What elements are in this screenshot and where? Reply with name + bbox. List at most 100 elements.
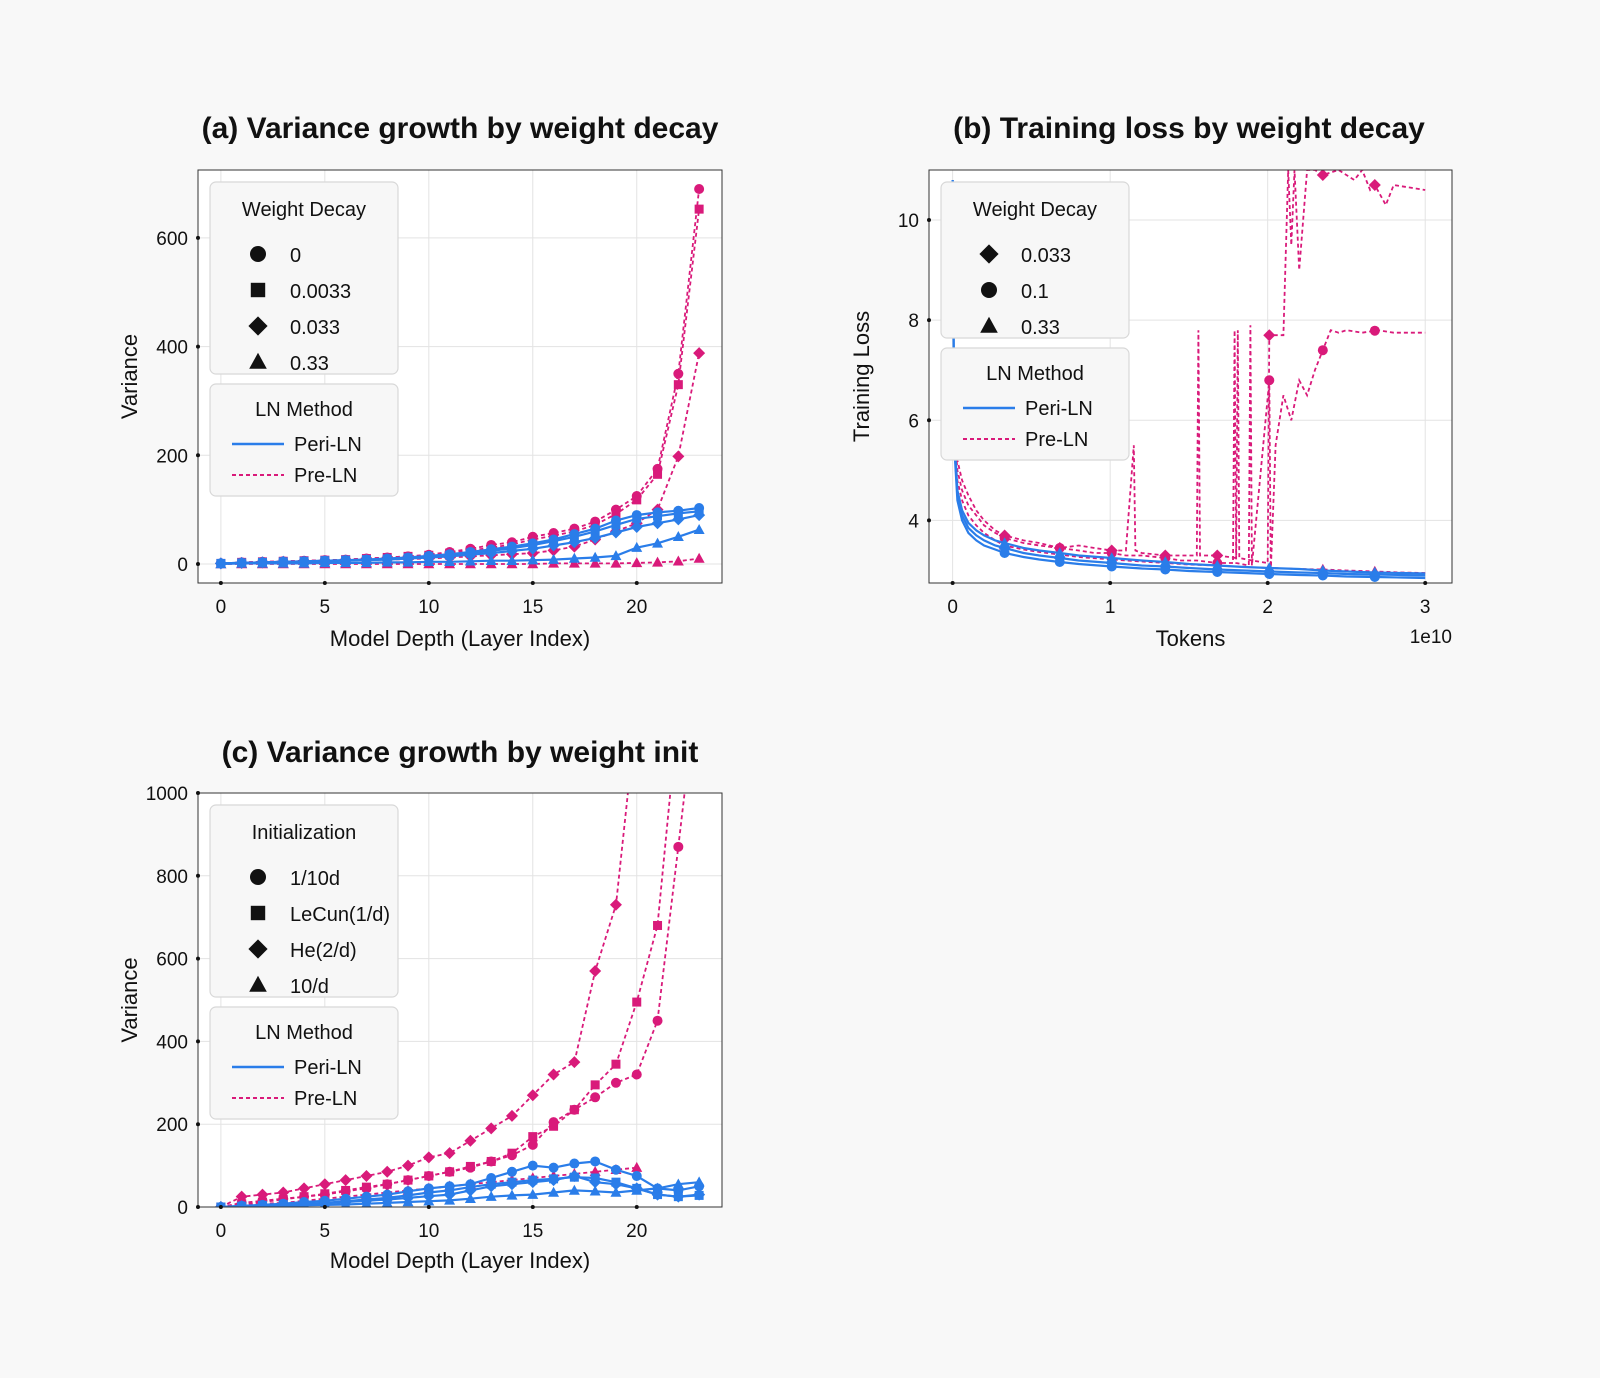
data-point-pre-diamond <box>526 1089 539 1102</box>
legend-marker-circle <box>250 246 266 262</box>
legend-marker-triangle <box>249 975 267 992</box>
y-tick-label: 4 <box>908 511 919 532</box>
data-point-peri-triangle <box>652 1182 664 1193</box>
y-tick-mark <box>196 791 200 795</box>
data-point-peri-triangle <box>999 537 1011 548</box>
data-point-peri-diamond <box>505 1178 518 1191</box>
data-point-pre-square <box>673 380 683 390</box>
data-point-peri-triangle <box>1369 566 1381 577</box>
data-point-peri-triangle <box>485 554 497 565</box>
y-tick-mark <box>927 318 931 323</box>
data-point-pre-diamond <box>672 450 685 463</box>
legend-marker-circle <box>250 869 266 885</box>
data-point-peri-triangle <box>589 551 601 562</box>
data-point-pre-circle <box>569 1104 580 1115</box>
data-point-pre-circle <box>548 1117 559 1128</box>
data-point-peri-diamond <box>651 517 664 530</box>
data-point-pre-circle <box>1264 375 1275 386</box>
data-point-peri-triangle <box>672 1178 684 1189</box>
legend-marker-circle <box>981 282 997 298</box>
data-point-peri-triangle <box>381 556 393 567</box>
data-point-pre-circle <box>631 1069 642 1080</box>
axes-frame <box>197 169 723 584</box>
chart-title: (b) Training loss by weight decay <box>953 112 1425 145</box>
data-point-peri-triangle <box>256 557 268 568</box>
data-point-peri-diamond <box>547 1174 560 1187</box>
data-point-peri-triangle <box>485 1190 497 1201</box>
data-point-pre-circle <box>465 1162 476 1173</box>
data-point-pre-circle <box>590 1092 601 1103</box>
legend-entry-label: He(2/d) <box>290 940 357 962</box>
legend-entry-label: 0.33 <box>1021 317 1060 339</box>
x-tick-label: 15 <box>522 1221 543 1242</box>
data-point-pre-square <box>528 1132 538 1142</box>
data-point-peri-triangle <box>402 556 414 567</box>
data-point-peri-diamond <box>505 544 518 557</box>
data-point-peri-diamond <box>568 536 581 549</box>
x-tick-label: 1 <box>1105 597 1116 618</box>
x-offset-label: 1e10 <box>1410 627 1452 648</box>
data-point-pre-triangle <box>631 557 643 568</box>
y-tick-label: 1000 <box>146 784 188 805</box>
x-tick-mark <box>634 581 639 585</box>
legend-ln-method: LN Method Peri-LN Pre-LN <box>209 383 399 497</box>
data-point-pre-diamond <box>485 1122 498 1135</box>
x-tick-label: 3 <box>1420 597 1431 618</box>
data-point-pre-diamond <box>464 1134 477 1147</box>
data-point-pre-diamond <box>589 965 602 978</box>
data-point-peri-triangle <box>238 1200 246 1207</box>
y-tick-label: 0 <box>177 555 188 576</box>
data-point-pre-triangle <box>610 557 622 568</box>
data-point-peri-diamond <box>526 1176 539 1189</box>
data-point-peri-square <box>653 511 663 521</box>
data-point-peri-diamond <box>547 539 560 552</box>
data-point-peri-triangle <box>360 557 372 568</box>
data-point-peri-diamond <box>693 1188 706 1201</box>
data-point-peri-circle <box>527 1160 538 1171</box>
data-point-peri-triangle <box>341 1198 351 1207</box>
data-point-peri-triangle <box>298 557 310 568</box>
data-point-peri-square <box>590 526 600 536</box>
axes-frame <box>197 792 723 1208</box>
data-point-pre-diamond <box>318 1178 331 1191</box>
data-point-pre-diamond <box>1211 549 1224 562</box>
legend-ln-title: LN Method <box>986 363 1084 385</box>
x-axis-label: Model Depth (Layer Index) <box>330 1248 590 1273</box>
y-tick-mark <box>196 1122 200 1127</box>
data-point-pre-diamond <box>402 1159 415 1172</box>
data-point-pre-diamond <box>547 1068 560 1081</box>
legend-pre-label: Pre-LN <box>294 465 357 487</box>
data-point-pre-circle <box>423 1170 434 1181</box>
data-point-peri-circle <box>999 547 1010 558</box>
data-point-peri-triangle <box>381 1197 393 1207</box>
legend-entry-label: 0.033 <box>290 317 340 339</box>
data-point-peri-triangle <box>444 556 456 567</box>
data-point-peri-triangle <box>279 1200 288 1207</box>
legend-ln-title: LN Method <box>255 1022 353 1044</box>
data-point-peri-circle <box>569 1158 580 1169</box>
x-axis-label: Model Depth (Layer Index) <box>330 626 590 651</box>
data-point-peri-triangle <box>631 541 643 552</box>
data-point-peri-triangle <box>631 1184 643 1195</box>
data-point-peri-triangle <box>319 557 331 568</box>
data-point-pre-circle <box>1317 345 1328 356</box>
x-tick-mark <box>218 581 223 585</box>
data-point-peri-triangle <box>527 554 539 565</box>
data-point-pre-diamond <box>1263 329 1276 342</box>
data-point-peri-circle <box>631 1170 642 1181</box>
series-line-peri-triangle <box>220 1181 700 1207</box>
data-point-peri-diamond <box>485 1180 498 1193</box>
legend-entry-label: 1/10d <box>290 868 340 890</box>
series-group <box>214 793 706 1207</box>
data-point-peri-triangle <box>299 1199 309 1207</box>
data-point-peri-triangle <box>444 1194 456 1205</box>
legend-ln-method: LN Method Peri-LN Pre-LN <box>209 1006 399 1120</box>
legend-marker-diamond <box>248 939 268 959</box>
y-axis-label: Variance <box>117 957 142 1042</box>
data-point-peri-triangle <box>320 1199 330 1207</box>
legend-ln-box <box>209 1006 399 1120</box>
y-tick-label: 800 <box>156 867 188 888</box>
data-point-pre-circle <box>444 1166 455 1177</box>
legend-ln-box <box>209 383 399 497</box>
x-axis-label: Tokens <box>1156 626 1226 651</box>
